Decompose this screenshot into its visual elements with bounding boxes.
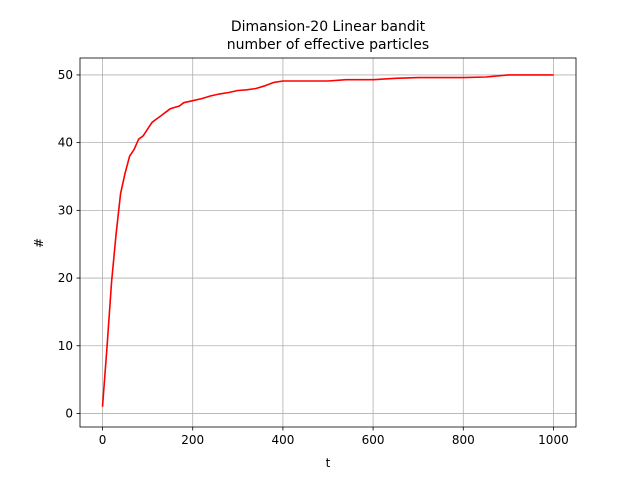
series-line xyxy=(101,74,554,407)
x-axis-label: t xyxy=(326,456,331,470)
y-tick-label: 50 xyxy=(58,68,73,82)
x-tick-label: 200 xyxy=(181,433,204,447)
y-tick-label: 20 xyxy=(58,271,73,285)
y-tick-label: 30 xyxy=(58,203,73,217)
ticks: 0 200 400 600 800 1000 0 10 20 30 40 50 xyxy=(58,68,569,447)
x-tick-label: 1000 xyxy=(538,433,569,447)
chart-title-line-2: number of effective particles xyxy=(227,37,429,53)
plot-area-frame xyxy=(79,57,577,428)
y-tick-label: 10 xyxy=(58,339,73,353)
series-layer xyxy=(101,74,554,407)
y-tick-label: 0 xyxy=(65,406,73,420)
grid xyxy=(80,58,576,427)
chart-title-line-1: Dimansion-20 Linear bandit xyxy=(231,19,426,35)
y-axis-label: # xyxy=(32,238,46,248)
x-tick-label: 400 xyxy=(271,433,294,447)
x-tick-label: 0 xyxy=(99,433,107,447)
x-tick-label: 600 xyxy=(362,433,385,447)
y-tick-label: 40 xyxy=(58,136,73,150)
x-tick-label: 800 xyxy=(452,433,475,447)
